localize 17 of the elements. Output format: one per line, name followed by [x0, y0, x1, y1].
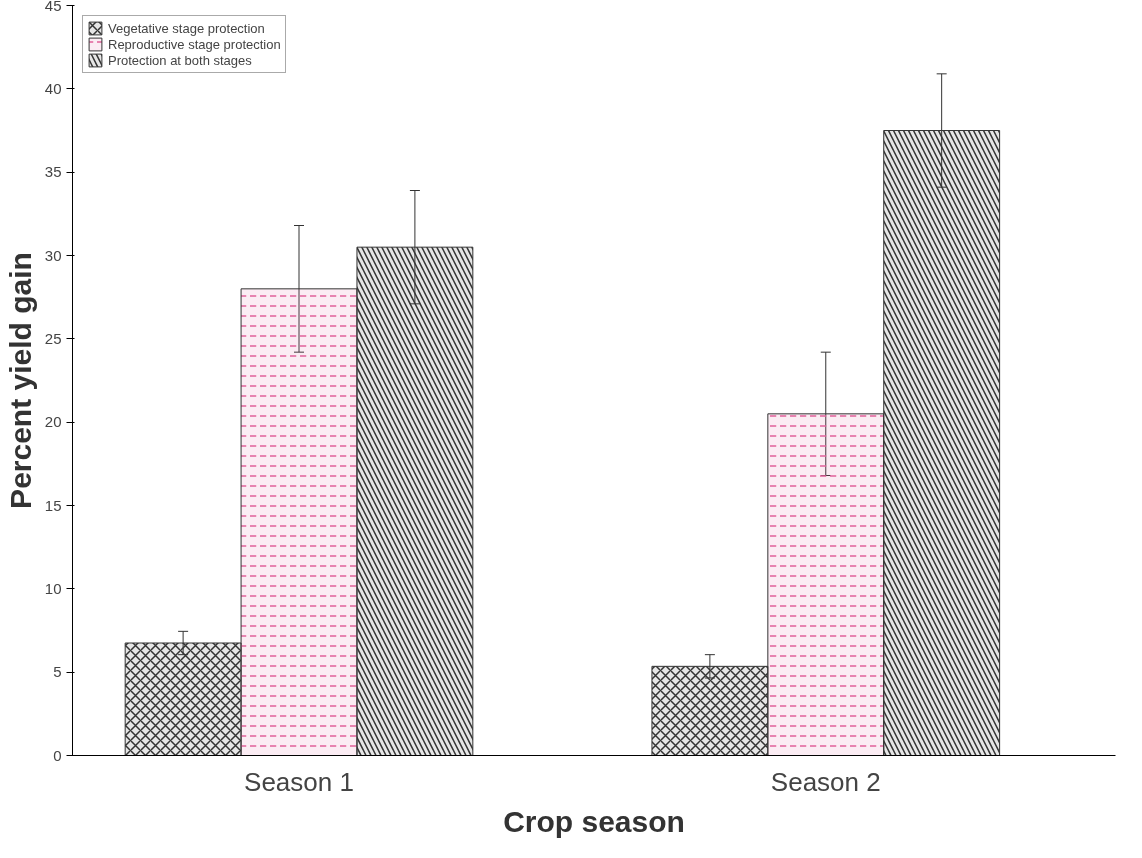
y-tick-label: 45: [44, 0, 62, 14]
y-tick-label: 40: [44, 79, 62, 97]
y-tick-label: 25: [44, 329, 62, 347]
x-tick-label: Season 2: [770, 766, 881, 797]
y-tick-label: 10: [44, 579, 62, 597]
y-tick-label: 0: [53, 746, 62, 764]
y-tick-label: 30: [44, 246, 62, 264]
x-tick-label: Season 1: [244, 766, 354, 797]
y-tick-label: 5: [53, 663, 62, 681]
legend-label: Vegetative stage protection: [108, 20, 265, 36]
y-tick-label: 15: [44, 496, 62, 514]
x-axis-title: Crop season: [503, 804, 685, 838]
legend-label: Protection at both stages: [108, 52, 252, 68]
y-axis-title: Percent yield gain: [3, 252, 37, 509]
y-tick-label: 20: [44, 413, 62, 431]
y-tick-label: 35: [44, 163, 62, 181]
legend-label: Reproductive stage protection: [108, 36, 281, 52]
